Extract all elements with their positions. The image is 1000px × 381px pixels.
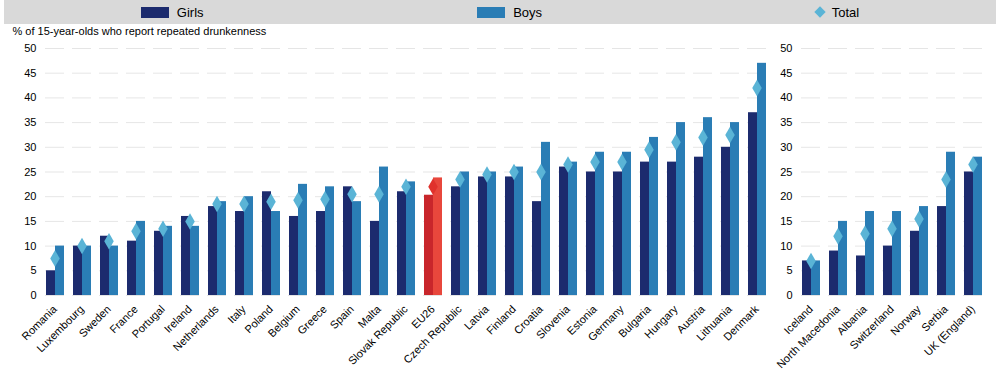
svg-text:EU26: EU26 [409,302,437,331]
svg-text:15: 15 [24,215,36,227]
svg-text:45: 45 [24,67,36,79]
svg-text:50: 50 [780,42,792,54]
svg-text:Serbia: Serbia [918,302,950,334]
svg-text:Portugal: Portugal [129,303,166,340]
svg-text:Italy: Italy [225,302,248,325]
svg-text:Greece: Greece [295,303,329,337]
svg-text:Austria: Austria [674,302,707,336]
html-text:Total: Total [831,4,860,20]
svg-text:Belgium: Belgium [265,303,302,340]
svg-text:20: 20 [780,190,792,202]
svg-text:20: 20 [24,190,36,202]
svg-text:Malta: Malta [355,302,383,331]
svg-text:5: 5 [786,264,792,276]
html-text:Boys: Boys [513,4,543,20]
svg-text:Lithuania: Lithuania [693,302,734,343]
svg-text:35: 35 [780,116,792,128]
svg-text:35: 35 [24,116,36,128]
svg-text:Poland: Poland [242,302,275,336]
svg-text:15: 15 [780,215,792,227]
svg-text:Denmark: Denmark [721,302,761,342]
svg-text:Slovenia: Slovenia [534,302,573,341]
svg-text:Slovak Republic: Slovak Republic [345,302,410,367]
svg-text:Romania: Romania [19,302,59,343]
svg-text:25: 25 [780,166,792,178]
svg-text:Bulgaria: Bulgaria [615,302,653,340]
svg-text:50: 50 [24,42,36,54]
svg-text:10: 10 [780,240,792,252]
svg-text:Czech Republic: Czech Republic [401,302,464,365]
svg-text:Albania: Albania [834,302,869,338]
svg-text:Estonia: Estonia [564,302,599,338]
svg-text:Germany: Germany [585,302,626,343]
svg-text:Ireland: Ireland [161,302,194,335]
svg-text:25: 25 [24,166,36,178]
svg-text:30: 30 [24,141,36,153]
svg-text:0: 0 [30,289,36,301]
svg-text:Croatia: Croatia [511,302,545,337]
svg-text:10: 10 [24,240,36,252]
svg-text:Iceland: Iceland [781,302,815,337]
svg-text:North Macedonia: North Macedonia [774,302,842,370]
svg-text:Hungary: Hungary [642,302,680,340]
svg-text:France: France [107,302,140,336]
html-text:Girls: Girls [176,4,204,20]
svg-text:Switzerland: Switzerland [847,303,896,352]
svg-text:Netherlands: Netherlands [170,302,221,353]
svg-text:Finland: Finland [484,303,518,337]
svg-text:30: 30 [780,141,792,153]
svg-text:45: 45 [780,67,792,79]
svg-text:Sweden: Sweden [76,303,113,340]
svg-text:Luxembourg: Luxembourg [34,302,86,355]
svg-text:40: 40 [780,91,792,103]
svg-text:40: 40 [24,91,36,103]
svg-text:0: 0 [786,289,792,301]
svg-text:% of 15-year-olds who report r: % of 15-year-olds who report repeated dr… [13,25,267,37]
svg-text:Norway: Norway [888,302,923,337]
svg-text:Spain: Spain [328,303,356,331]
svg-text:UK (England): UK (England) [922,303,977,358]
svg-text:Latvia: Latvia [461,302,491,332]
svg-text:5: 5 [30,264,36,276]
